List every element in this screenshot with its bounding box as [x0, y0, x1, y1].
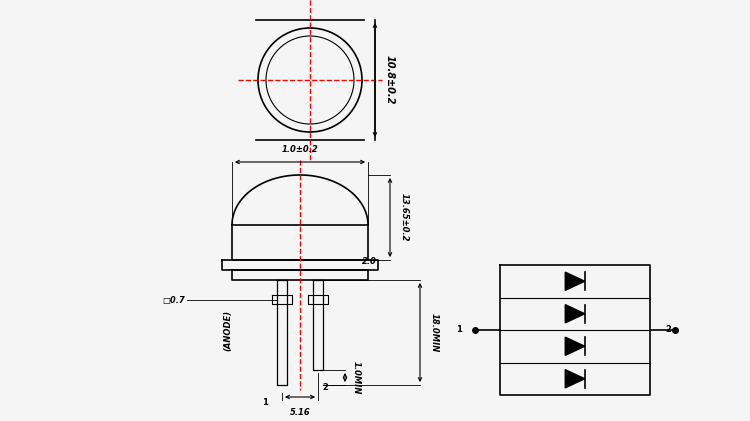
Polygon shape — [566, 272, 585, 290]
Polygon shape — [566, 337, 585, 355]
Text: 18.0MIN: 18.0MIN — [430, 313, 439, 352]
Text: 1: 1 — [262, 398, 268, 407]
Text: 2: 2 — [322, 383, 328, 392]
Text: 1: 1 — [456, 325, 462, 335]
Polygon shape — [566, 370, 585, 388]
Text: 13.65±0.2: 13.65±0.2 — [400, 193, 409, 242]
Text: 5.16: 5.16 — [290, 408, 310, 417]
Text: 2.0: 2.0 — [362, 258, 376, 266]
Polygon shape — [566, 305, 585, 323]
Text: □0.7: □0.7 — [162, 296, 185, 304]
Text: 10.8±0.2: 10.8±0.2 — [385, 55, 395, 105]
Text: (ANODE): (ANODE) — [224, 309, 232, 351]
Text: 1.0MIN: 1.0MIN — [352, 361, 361, 394]
Text: 2: 2 — [665, 325, 670, 335]
Text: 1.0±0.2: 1.0±0.2 — [282, 145, 318, 154]
